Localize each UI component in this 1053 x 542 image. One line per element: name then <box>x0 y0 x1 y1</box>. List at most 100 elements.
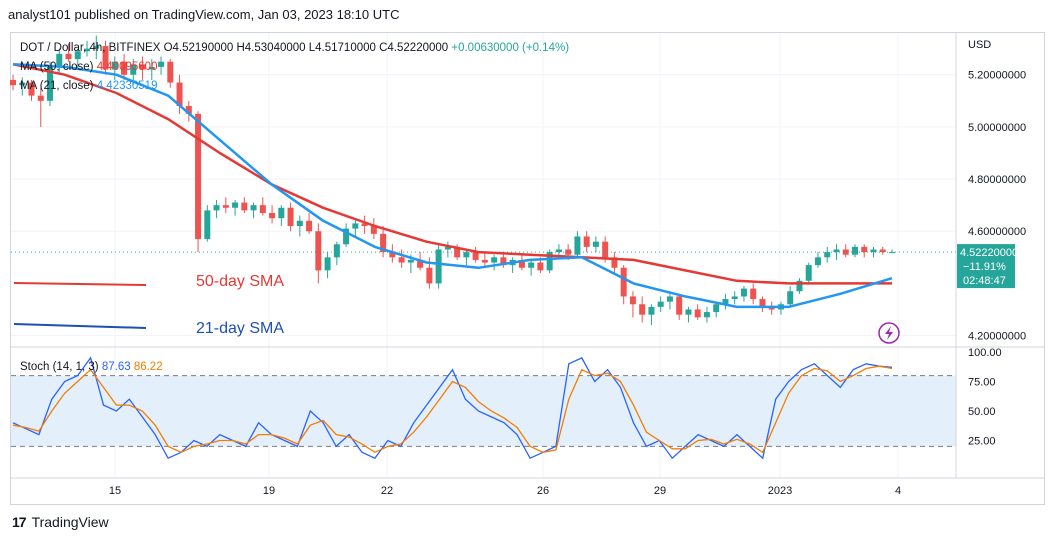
candle-body <box>232 202 239 208</box>
stoch-y-tick-label: 25.00 <box>968 436 996 448</box>
candle-body <box>148 66 155 70</box>
candle-body <box>444 246 451 250</box>
candle-body <box>629 296 636 305</box>
candle-body <box>102 46 109 70</box>
candle-body <box>500 257 507 266</box>
candle-body <box>435 249 442 284</box>
candle-body <box>287 207 294 227</box>
candle-body <box>759 299 766 307</box>
candle-body <box>787 291 794 305</box>
stoch-k-value: 87.63 <box>102 361 134 373</box>
price-badge-value: 4.52220000 <box>960 247 1018 259</box>
candle-body <box>185 106 192 114</box>
candle-body <box>269 212 276 219</box>
y-tick-label: 5.00000000 <box>968 122 1026 134</box>
candle-body <box>65 53 72 60</box>
published-line: analyst101 published on TradingView.com,… <box>8 7 400 22</box>
candle-body <box>139 64 146 70</box>
candle-body <box>417 259 424 268</box>
tradingview-logo-icon: 17 <box>12 514 27 530</box>
candle-body <box>796 280 803 292</box>
candle-body <box>731 296 738 300</box>
candle-body <box>620 267 627 297</box>
price-badge-change: −11.91% <box>963 261 1006 273</box>
legend-part: DOT / Dollar, 4h, BITFINEX <box>20 42 164 54</box>
candle-body <box>740 288 747 297</box>
candle-body <box>639 304 646 315</box>
tradingview-footer[interactable]: 17 TradingView <box>12 514 109 530</box>
candle-body <box>241 202 248 211</box>
candle-body <box>833 249 840 253</box>
candle-body <box>111 61 118 70</box>
y-tick-label: 4.60000000 <box>968 226 1026 238</box>
ma50-line <box>12 63 892 285</box>
legend-ma50: MA (50, close) 4.40095600 <box>20 61 157 73</box>
candle-body <box>555 249 562 253</box>
candle-body <box>195 113 202 240</box>
price-badge-countdown: 02:48:47 <box>963 275 1006 287</box>
x-tick-label: 29 <box>654 485 666 497</box>
candle-body <box>278 207 285 219</box>
candle-body <box>611 257 618 268</box>
candle-body <box>93 46 100 49</box>
y-tick-label: 4.80000000 <box>968 174 1026 186</box>
footer-brand: TradingView <box>31 514 109 530</box>
stoch-d-line <box>12 365 893 454</box>
candle-body <box>518 259 525 268</box>
candle-body <box>805 265 812 281</box>
legend-ma21: MA (21, close) 4.42330519 <box>20 80 157 92</box>
candle-body <box>37 95 44 101</box>
candle-body <box>56 53 63 67</box>
candle-body <box>130 64 137 75</box>
candle-body <box>666 296 673 302</box>
candle-body <box>259 205 266 213</box>
candle-body <box>574 236 581 255</box>
candle-body <box>481 259 488 263</box>
candle-body <box>19 82 26 86</box>
candle-body <box>74 51 81 60</box>
candle-body <box>870 249 877 253</box>
candle-body <box>842 249 849 255</box>
candle-body <box>713 304 720 313</box>
currency-label: USD <box>968 39 991 51</box>
stoch-d-value: 86.22 <box>134 361 163 373</box>
x-tick-label: 19 <box>263 485 275 497</box>
candle-body <box>380 233 387 253</box>
candle-body <box>47 66 54 101</box>
candle-body <box>352 223 359 229</box>
sma21-annotation-text: 21-day SMA <box>196 320 284 337</box>
candle-body <box>343 228 350 245</box>
candle-body <box>722 299 729 305</box>
candle-body <box>861 246 868 253</box>
candle-body <box>648 306 655 315</box>
y-tick-label: 5.20000000 <box>968 70 1026 82</box>
candle-body <box>158 61 165 67</box>
candle-body <box>463 252 470 258</box>
candle-body <box>333 244 340 258</box>
x-tick-label: 4 <box>895 485 901 497</box>
candle-body <box>537 262 544 271</box>
alert-lightning-icon[interactable] <box>878 322 900 344</box>
candle-body <box>694 309 701 318</box>
x-tick-label: 26 <box>537 485 549 497</box>
candle-body <box>407 259 414 263</box>
candle-body <box>10 79 16 86</box>
sma21-annotation-line <box>13 323 147 329</box>
candle-body <box>472 252 479 260</box>
legend-part: +0.00630000 (+0.14%) <box>451 42 569 54</box>
candle-body <box>398 257 405 263</box>
candle-body <box>167 61 174 83</box>
candle-body <box>851 246 858 255</box>
candle-body <box>768 306 775 310</box>
candle-body <box>676 296 683 315</box>
candle-body <box>602 241 609 258</box>
candle-body <box>84 48 91 52</box>
stoch-y-tick-label: 50.00 <box>968 406 996 418</box>
x-tick-label: 22 <box>381 485 393 497</box>
candle-body <box>306 220 313 232</box>
ma21-label: MA (21, close) <box>20 80 97 92</box>
sma50-annotation-text: 50-day SMA <box>196 273 284 290</box>
candle-body <box>657 301 664 307</box>
candle-body <box>454 246 461 258</box>
